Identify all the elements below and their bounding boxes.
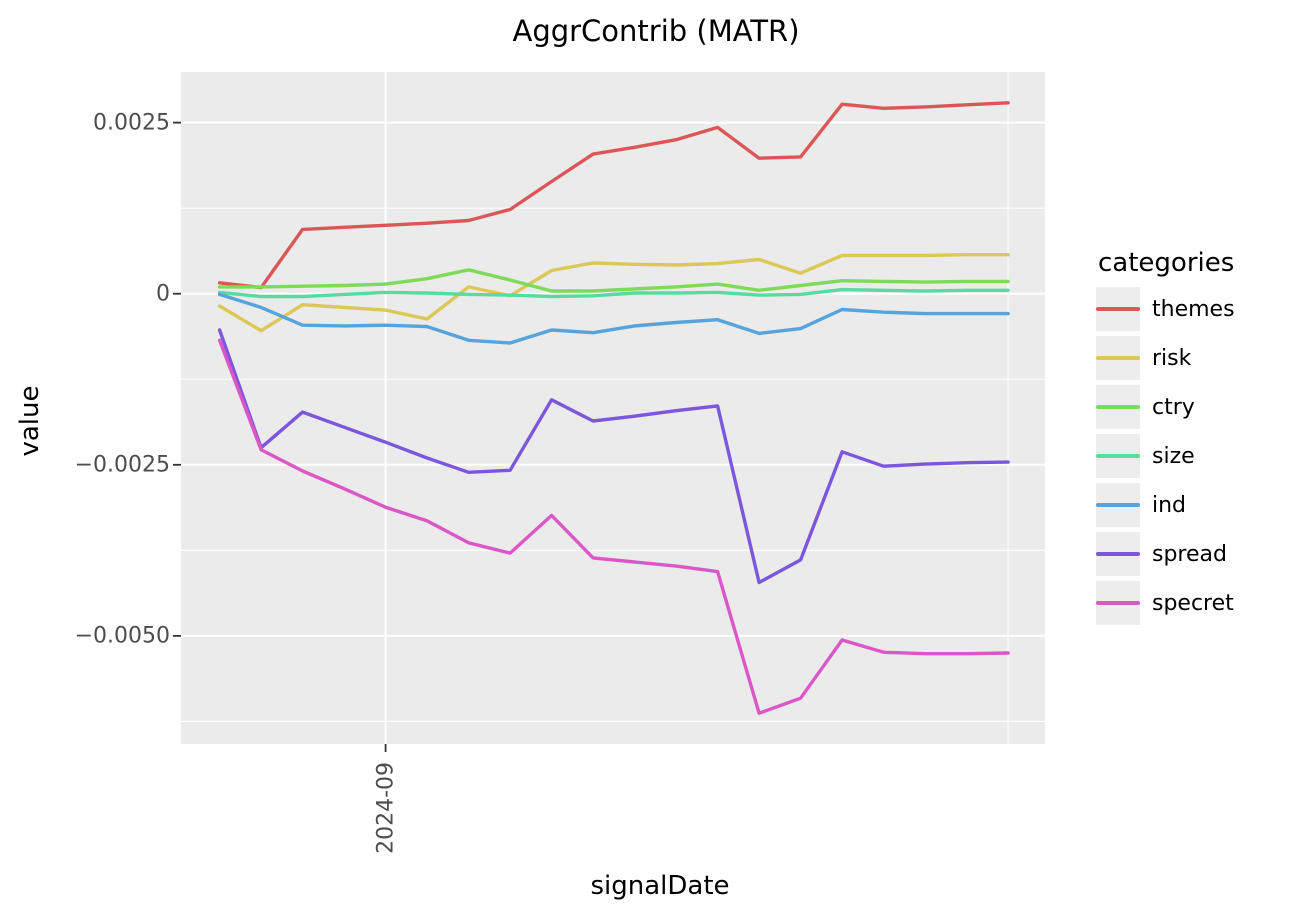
series-line-risk [217,252,1010,333]
legend-label-risk: risk [1152,345,1192,371]
legend-key-specret [1096,581,1140,625]
legend-line-sample-ctry [1096,405,1140,409]
panel-background [181,72,1045,744]
legend-key-ctry [1096,385,1140,429]
legend-label-spread: spread [1152,541,1227,567]
legend-entry-ctry: ctry [1096,385,1235,429]
y-axis-tick-label: 0.0025 [93,110,170,136]
legend-entry-spread: spread [1096,532,1235,576]
chart-title: AggrContrib (MATR) [512,14,800,48]
legend-entry-risk: risk [1096,336,1235,380]
series-line-size [217,287,1010,299]
legend-label-size: size [1152,443,1195,469]
series-line-specret [217,338,1010,715]
legend-entry-themes: themes [1096,287,1235,331]
legend-line-sample-ind [1096,503,1140,507]
legend-line-sample-spread [1096,552,1140,556]
y-axis-tick-label: −0.0025 [74,452,170,478]
legend-line-sample-risk [1096,356,1140,360]
legend-entry-size: size [1096,434,1235,478]
legend-entry-specret: specret [1096,581,1235,625]
legend-key-risk [1096,336,1140,380]
y-axis-tick-label: 0 [156,281,170,307]
legend-title: categories [1098,248,1235,278]
legend-key-spread [1096,532,1140,576]
legend-label-ctry: ctry [1152,394,1195,420]
legend-entry-ind: ind [1096,483,1235,527]
legend-key-themes [1096,287,1140,331]
legend-key-ind [1096,483,1140,527]
series-line-ind [217,292,1010,345]
series-line-themes [217,101,1010,290]
legend-key-size [1096,434,1140,478]
legend-label-ind: ind [1152,492,1187,518]
legend: categories themes risk ctry size ind spread sp… [1096,248,1235,630]
y-axis-tick-label: −0.0050 [74,623,170,649]
legend-label-themes: themes [1152,296,1235,322]
legend-label-specret: specret [1152,590,1234,616]
legend-line-sample-themes [1096,307,1140,311]
series-line-ctry [217,268,1010,293]
y-axis-label: value [15,385,45,457]
x-axis-label: signalDate [590,871,730,901]
series-line-spread [217,328,1010,585]
legend-line-sample-size [1096,454,1140,458]
legend-line-sample-specret [1096,601,1140,605]
x-axis-tick-label: 2024-09 [373,762,399,854]
